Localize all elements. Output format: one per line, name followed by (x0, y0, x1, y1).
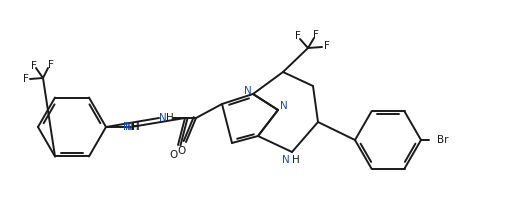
Text: F: F (23, 74, 29, 84)
Text: Br: Br (437, 135, 449, 145)
Text: H: H (131, 122, 139, 132)
Text: N: N (123, 122, 131, 132)
Text: F: F (295, 31, 301, 41)
Text: O: O (170, 150, 178, 160)
Text: F: F (324, 41, 330, 51)
Text: N: N (125, 122, 133, 132)
Text: N: N (244, 86, 252, 96)
Text: F: F (31, 61, 37, 71)
Text: O: O (178, 146, 186, 156)
Text: N: N (280, 101, 288, 111)
Text: N: N (159, 113, 167, 123)
Text: H: H (292, 155, 300, 165)
Text: F: F (313, 30, 319, 40)
Text: H: H (132, 122, 140, 132)
Text: H: H (166, 113, 174, 123)
Text: N: N (282, 155, 290, 165)
Text: F: F (48, 60, 54, 70)
